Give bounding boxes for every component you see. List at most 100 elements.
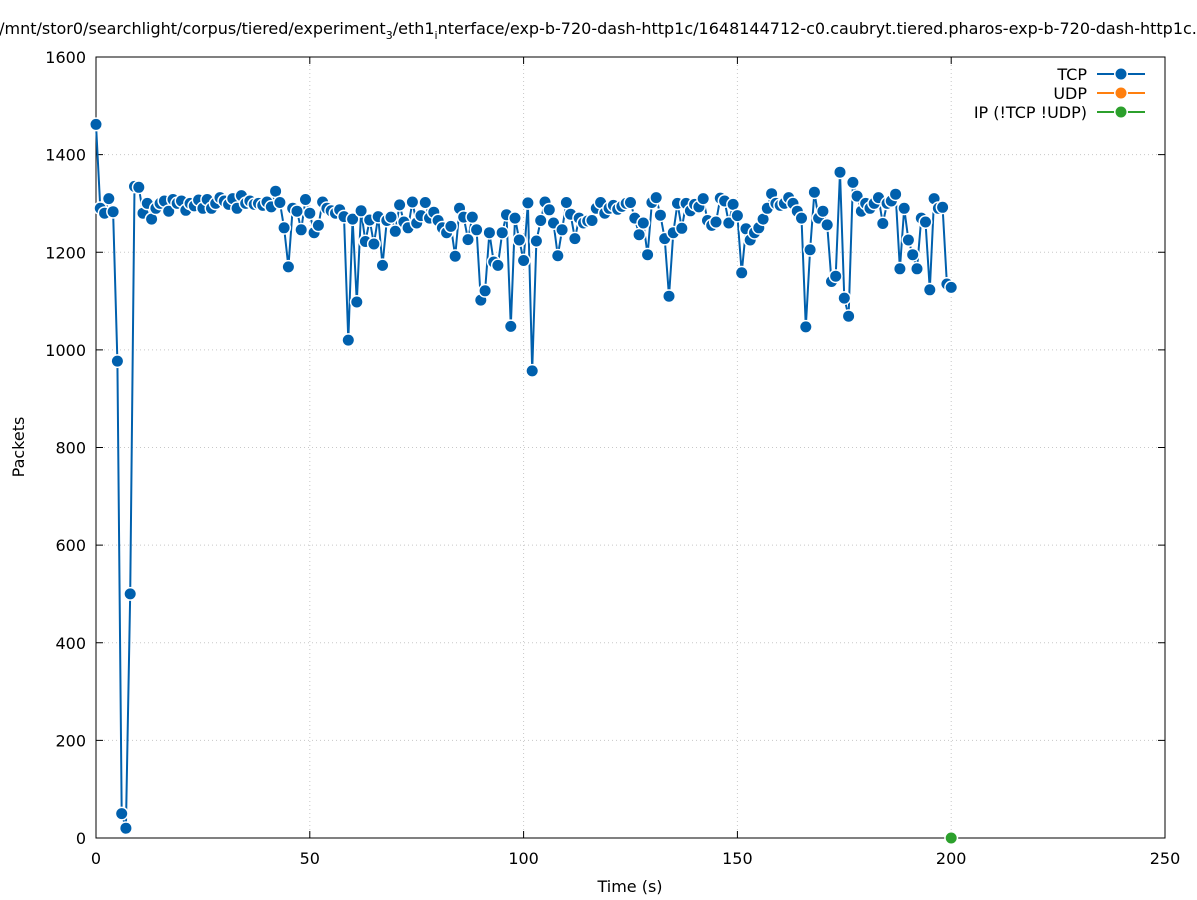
data-point xyxy=(120,822,132,834)
data-point xyxy=(462,234,474,246)
data-point xyxy=(282,261,294,273)
data-point xyxy=(505,320,517,332)
plot-frame xyxy=(95,56,1166,839)
chart-title-part-3: nterface/exp-b-720-dash-http1c/164814471… xyxy=(438,19,1197,38)
series-0 xyxy=(89,117,959,836)
axis-ticks: 0 50 100 150 200 250 0 200 400 600 800 1000 1200 1400… xyxy=(45,48,1180,868)
data-point xyxy=(663,290,675,302)
data-point xyxy=(727,198,739,210)
data-point xyxy=(526,365,538,377)
data-point xyxy=(945,832,957,844)
data-point xyxy=(295,224,307,236)
data-point xyxy=(548,217,559,229)
data-point xyxy=(552,250,564,262)
data-point xyxy=(483,227,495,239)
data-point xyxy=(274,197,286,208)
x-tick-label: 250 xyxy=(1150,849,1181,868)
data-point xyxy=(808,186,820,198)
data-point xyxy=(731,210,743,222)
data-point xyxy=(385,211,397,223)
data-point xyxy=(723,217,735,229)
data-point xyxy=(834,166,846,178)
data-point xyxy=(107,206,119,218)
data-point xyxy=(890,188,902,200)
data-point xyxy=(133,181,145,193)
y-tick-label: 1200 xyxy=(45,243,86,262)
data-point xyxy=(535,215,547,226)
data-point xyxy=(945,281,957,293)
y-tick-label: 400 xyxy=(55,634,86,653)
data-point xyxy=(928,193,940,205)
series-2 xyxy=(944,831,959,845)
series-layer xyxy=(89,117,959,845)
data-point xyxy=(278,222,290,234)
data-point xyxy=(291,205,303,217)
data-point xyxy=(111,355,123,367)
data-point xyxy=(124,588,136,600)
y-tick-label: 1400 xyxy=(45,146,86,165)
data-point xyxy=(796,212,807,224)
data-point xyxy=(543,204,555,216)
data-point xyxy=(509,212,521,224)
data-point xyxy=(342,334,354,346)
data-point xyxy=(560,197,572,208)
data-point xyxy=(633,229,645,241)
chart-title-subscript-1: 3 xyxy=(386,29,393,42)
data-point xyxy=(757,213,769,225)
data-point xyxy=(642,249,654,261)
data-point xyxy=(586,215,598,226)
data-point xyxy=(530,235,542,247)
data-point xyxy=(449,250,461,262)
data-point xyxy=(445,220,457,232)
y-tick-label: 1600 xyxy=(45,48,86,67)
data-point xyxy=(898,202,910,214)
data-point xyxy=(676,222,688,234)
data-point xyxy=(920,216,931,228)
grid xyxy=(96,57,1165,838)
x-tick-label: 150 xyxy=(722,849,753,868)
data-point xyxy=(851,190,863,202)
data-point xyxy=(496,227,508,239)
y-tick-label: 600 xyxy=(55,536,86,555)
x-tick-label: 200 xyxy=(936,849,967,868)
data-point xyxy=(654,209,666,221)
chart-title-subscript-2: i xyxy=(435,29,438,42)
data-point xyxy=(312,219,324,231)
data-point xyxy=(569,233,581,245)
data-point xyxy=(377,259,388,271)
data-point xyxy=(843,310,855,322)
x-tick-label: 100 xyxy=(508,849,539,868)
data-point xyxy=(650,192,662,204)
data-point xyxy=(736,267,748,279)
data-point xyxy=(830,270,842,282)
legend-swatch-marker xyxy=(1115,106,1127,118)
data-point xyxy=(90,118,102,130)
data-point xyxy=(389,225,401,237)
data-point xyxy=(710,216,722,228)
data-point xyxy=(163,205,175,217)
chart-title: /mnt/stor0/searchlight/corpus/tiered/exp… xyxy=(0,19,1197,42)
x-tick-label: 50 xyxy=(300,849,320,868)
data-point xyxy=(466,211,478,223)
data-point xyxy=(368,238,380,250)
data-point xyxy=(937,201,949,213)
data-point xyxy=(800,321,812,333)
data-point xyxy=(270,185,282,197)
data-point xyxy=(697,193,709,205)
data-point xyxy=(351,296,363,308)
y-tick-label: 0 xyxy=(76,829,86,848)
data-point xyxy=(419,197,431,208)
data-point xyxy=(907,249,919,261)
data-point xyxy=(902,234,914,246)
data-point xyxy=(847,176,859,188)
data-point xyxy=(877,218,889,229)
data-point xyxy=(479,285,491,297)
data-point xyxy=(146,213,158,225)
chart-title-part-2: /eth1 xyxy=(393,19,435,38)
data-point xyxy=(347,213,359,225)
legend-label: IP (!TCP !UDP) xyxy=(974,103,1087,122)
chart-title-part-1: /mnt/stor0/searchlight/corpus/tiered/exp… xyxy=(0,19,386,38)
data-point xyxy=(625,197,636,208)
